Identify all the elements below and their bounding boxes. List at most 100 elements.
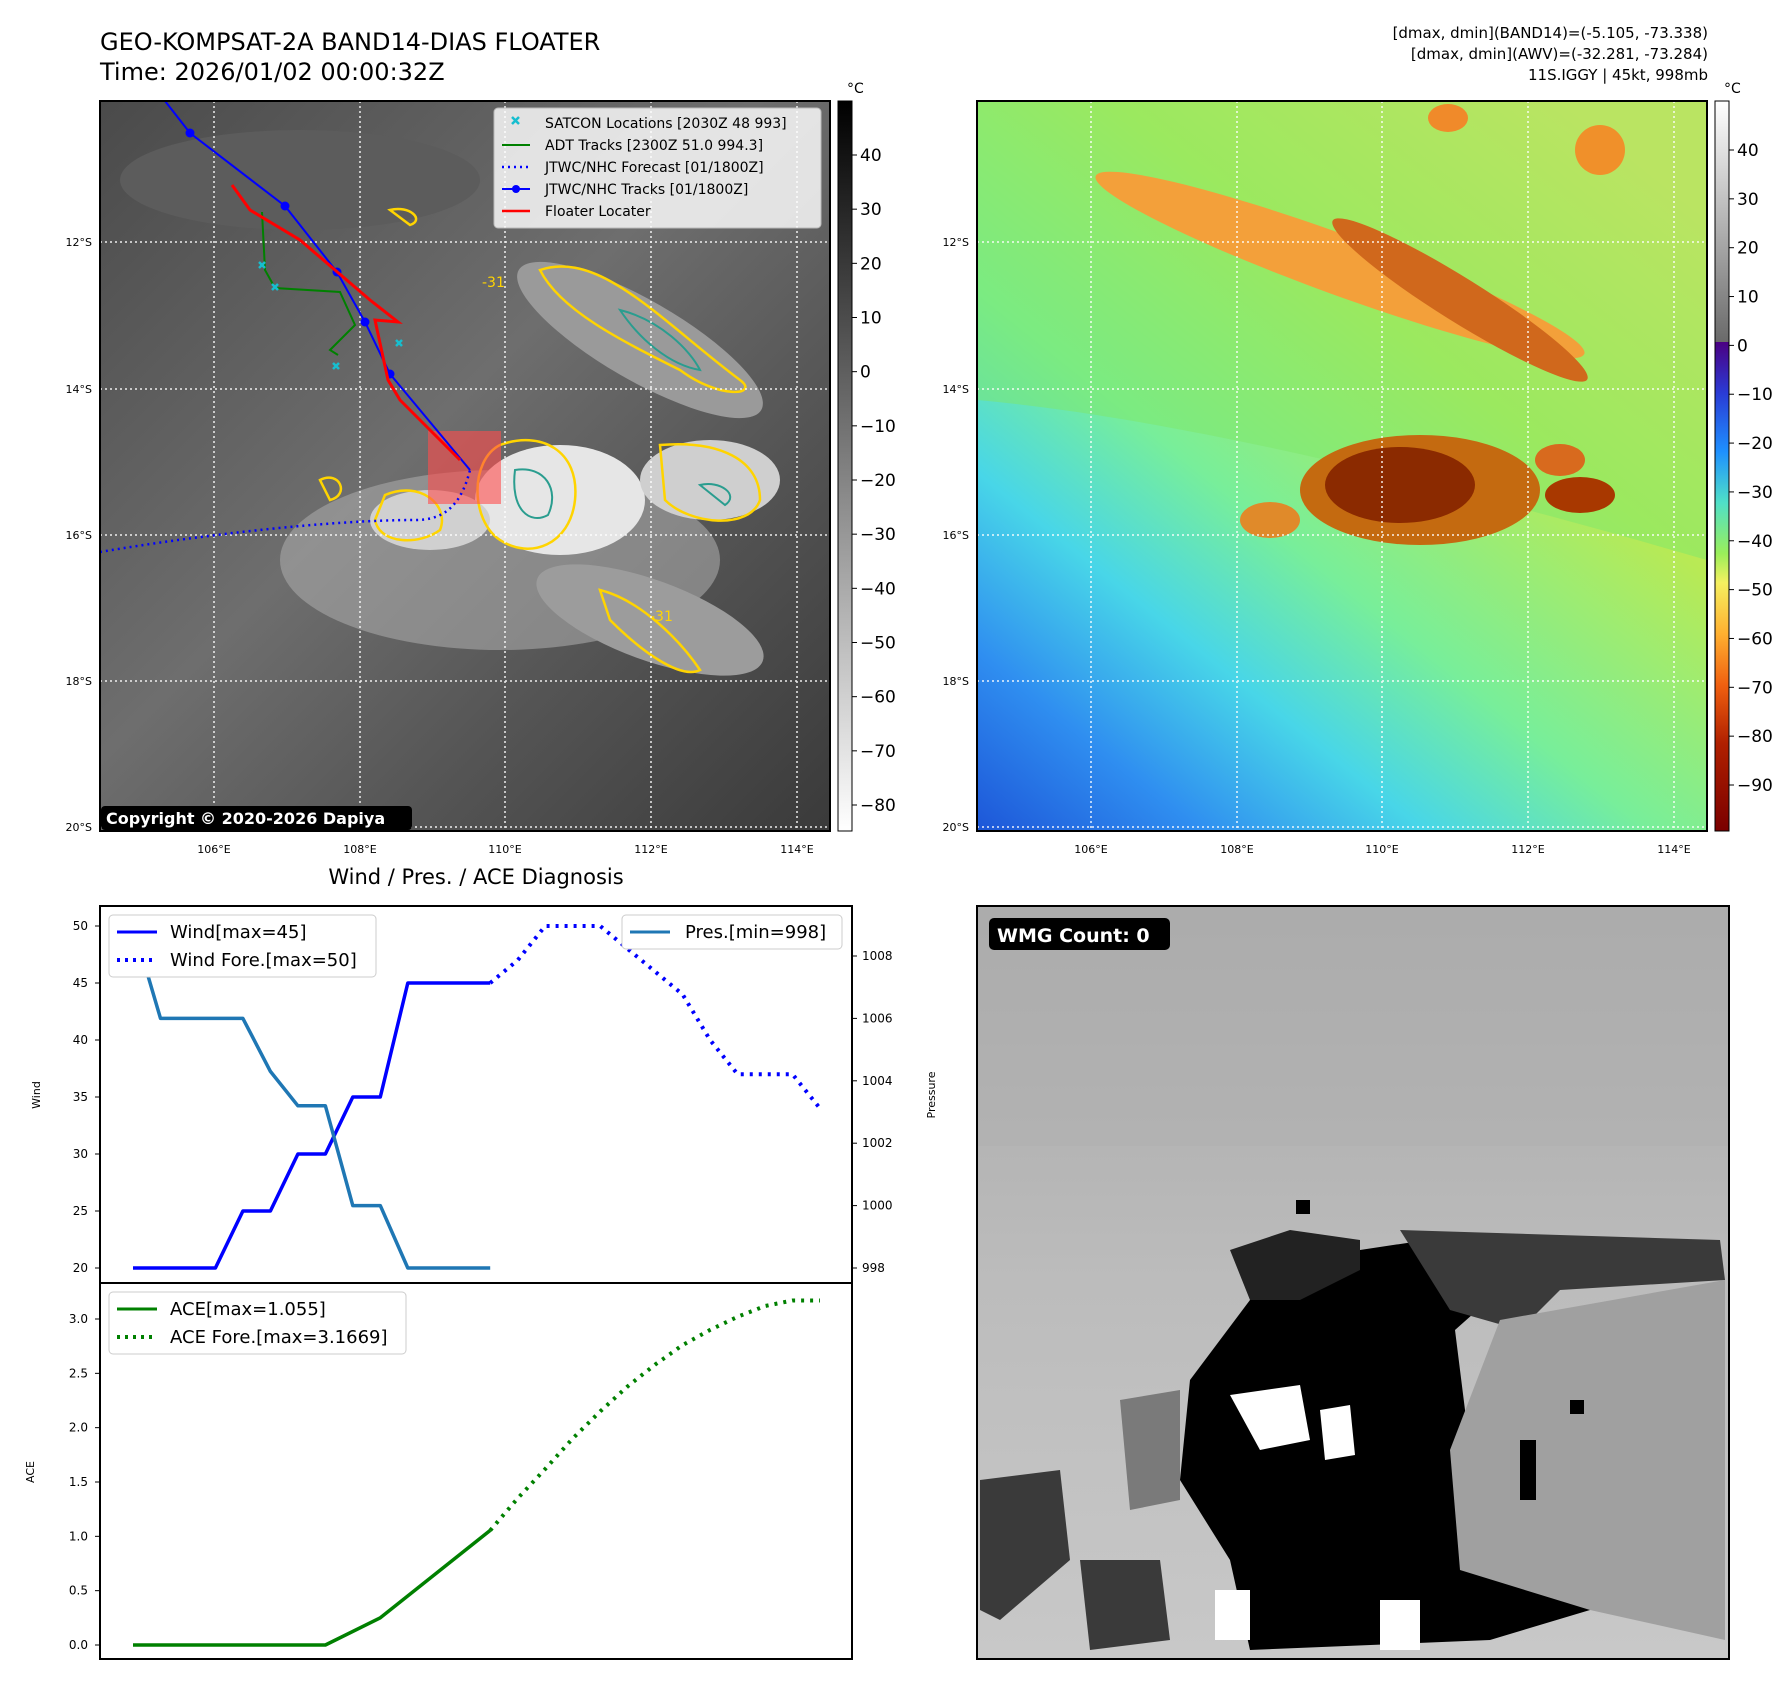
legend-floater: Floater Locater: [545, 204, 651, 220]
gray-colorbar-tick-label: −60: [860, 688, 896, 708]
color-colorbar-tick-label: −80: [1737, 727, 1773, 747]
gray-colorbar-tick-label: −30: [860, 525, 896, 545]
color-lon-tick-108e: 108°E: [1220, 843, 1253, 856]
gray-colorbar-tick-label: 10: [860, 309, 882, 329]
wind-tick-label: 30: [73, 1147, 88, 1161]
color-lon-tick-110e: 110°E: [1365, 843, 1398, 856]
wind-tick-label: 40: [73, 1033, 88, 1047]
color-colorbar-tick-label: −40: [1737, 532, 1773, 552]
band14-range: [dmax, dmin](BAND14)=(-5.105, -73.338): [1393, 24, 1708, 42]
color-lat-tick-12s: 12°S: [943, 236, 969, 249]
ace-axis-label: ACE: [24, 1461, 37, 1483]
color-colorbar-tick-label: −60: [1737, 629, 1773, 649]
pressure-tick-label: 1006: [862, 1011, 893, 1025]
color-colorbar-tick-label: 40: [1737, 141, 1759, 161]
color-lon-tick-106e: 106°E: [1074, 843, 1107, 856]
gray-colorbar-tick-label: 0: [860, 363, 871, 383]
figure-time: Time: 2026/01/02 00:00:32Z: [99, 58, 445, 86]
gray-colorbar-unit: °C: [847, 81, 864, 97]
wind-tick-label: 45: [73, 976, 88, 990]
pressure-tick-label: 1000: [862, 1199, 893, 1213]
gray-colorbar-tick-label: 40: [860, 146, 882, 166]
gray-colorbar-tick-label: −40: [860, 579, 896, 599]
wmg-panel: WMG Count: 0: [976, 905, 1730, 1660]
color-lon-tick-112e: 112°E: [1511, 843, 1544, 856]
wind-tick-label: 35: [73, 1090, 88, 1104]
color-colorbar-tick-label: −20: [1737, 434, 1773, 454]
floater-locater-line: [230, 184, 462, 462]
wind-tick-label: 25: [73, 1204, 88, 1218]
legend-jtwc-tracks: JTWC/NHC Tracks [01/1800Z]: [544, 182, 748, 198]
legend-jtwc-forecast: JTWC/NHC Forecast [01/1800Z]: [544, 160, 764, 176]
lon-tick-106e: 106°E: [197, 843, 230, 856]
ace-legend: ACE[max=1.055] ACE Fore.[max=3.1669]: [108, 1291, 407, 1355]
ace-tick-label: 2.5: [69, 1366, 88, 1380]
color-lat-tick-20s: 20°S: [943, 821, 969, 834]
wind-legend: Wind[max=45] Wind Fore.[max=50]: [108, 914, 377, 978]
satcon-markers: [258, 261, 403, 370]
ir-gray-map: -31 -31: [66, 100, 831, 856]
ace-tick-label: 3.0: [69, 1312, 88, 1326]
lon-tick-110e: 110°E: [488, 843, 521, 856]
lat-tick-12s: 12°S: [66, 236, 92, 249]
color-colorbar-tick-label: −70: [1737, 678, 1773, 698]
pressure-axis-label: Pressure: [925, 1071, 938, 1118]
color-lon-tick-114e: 114°E: [1657, 843, 1690, 856]
diag-title: Wind / Pres. / ACE Diagnosis: [328, 865, 623, 889]
ace-panel: ACE 0.0 0.5 1.0 1.5 2.0 2.5 3.0 ACE[max=1.055]…: [24, 1282, 853, 1660]
pressure-tick-label: 1002: [862, 1136, 893, 1150]
pressure-tick-label: 1008: [862, 949, 893, 963]
color-colorbar: °C 40 30 20 10 0 −10 −20 −30 −40 −50 −60 −70 −80 −90: [1714, 81, 1773, 832]
legend-wind: Wind[max=45]: [170, 922, 307, 943]
color-lat-tick-14s: 14°S: [943, 383, 969, 396]
color-colorbar-tick-label: −50: [1737, 581, 1773, 601]
legend-adt: ADT Tracks [2300Z 51.0 994.3]: [545, 138, 763, 154]
contour-label-2: -31: [650, 609, 673, 625]
legend-pressure: Pres.[min=998]: [685, 922, 826, 943]
legend-satcon: SATCON Locations [2030Z 48 993]: [545, 116, 787, 132]
lon-tick-108e: 108°E: [343, 843, 376, 856]
wind-tick-label: 50: [73, 919, 88, 933]
lon-tick-114e: 114°E: [780, 843, 813, 856]
lat-tick-20s: 20°S: [66, 821, 92, 834]
ace-tick-label: 0.5: [69, 1584, 88, 1598]
color-lat-tick-16s: 16°S: [943, 529, 969, 542]
copyright-label: Copyright © 2020-2026 Dapiya: [106, 809, 385, 828]
color-colorbar-tick-label: 0: [1737, 336, 1748, 356]
pressure-tick-label: 1004: [862, 1074, 893, 1088]
lon-tick-112e: 112°E: [634, 843, 667, 856]
legend-wind-fore: Wind Fore.[max=50]: [170, 950, 357, 971]
legend-ace: ACE[max=1.055]: [170, 1299, 326, 1320]
storm-info: 11S.IGGY | 45kt, 998mb: [1528, 66, 1708, 84]
color-colorbar-tick-label: 10: [1737, 288, 1759, 308]
color-colorbar-tick-label: −30: [1737, 483, 1773, 503]
color-colorbar-unit: °C: [1724, 81, 1741, 97]
pressure-series-line: [131, 924, 491, 1270]
map-legend: SATCON Locations [2030Z 48 993] ADT Trac…: [493, 107, 822, 229]
lat-tick-14s: 14°S: [66, 383, 92, 396]
gray-colorbar-tick-label: −20: [860, 471, 896, 491]
lat-tick-18s: 18°S: [66, 675, 92, 688]
ace-tick-label: 0.0: [69, 1638, 88, 1652]
pressure-legend: Pres.[min=998]: [621, 914, 843, 950]
lat-tick-16s: 16°S: [66, 529, 92, 542]
gray-colorbar-tick-label: −50: [860, 634, 896, 654]
ace-tick-label: 1.5: [69, 1475, 88, 1489]
gray-colorbar-tick-label: −70: [860, 742, 896, 762]
ace-tick-label: 2.0: [69, 1421, 88, 1435]
ace-series-line: [133, 1529, 492, 1647]
ace-tick-label: 1.0: [69, 1529, 88, 1543]
wmg-count-label: WMG Count: 0: [997, 925, 1150, 947]
ir-color-map: 12°S 14°S 16°S 18°S 20°S 106°E 108°E 110…: [943, 100, 1708, 856]
gray-colorbar-tick-label: 30: [860, 200, 882, 220]
gray-colorbar-tick-label: −10: [860, 417, 896, 437]
floater-box: [428, 431, 501, 504]
gray-colorbar: °C 40 30 20 10 0 −10 −20 −30 −40 −50 −60 −70 −80: [837, 81, 896, 832]
gray-colorbar-tick-label: −80: [860, 796, 896, 816]
color-lat-tick-18s: 18°S: [943, 675, 969, 688]
color-colorbar-tick-label: 30: [1737, 190, 1759, 210]
ace-forecast-series-line: [488, 1298, 820, 1532]
wind-axis-label: Wind: [30, 1081, 43, 1109]
